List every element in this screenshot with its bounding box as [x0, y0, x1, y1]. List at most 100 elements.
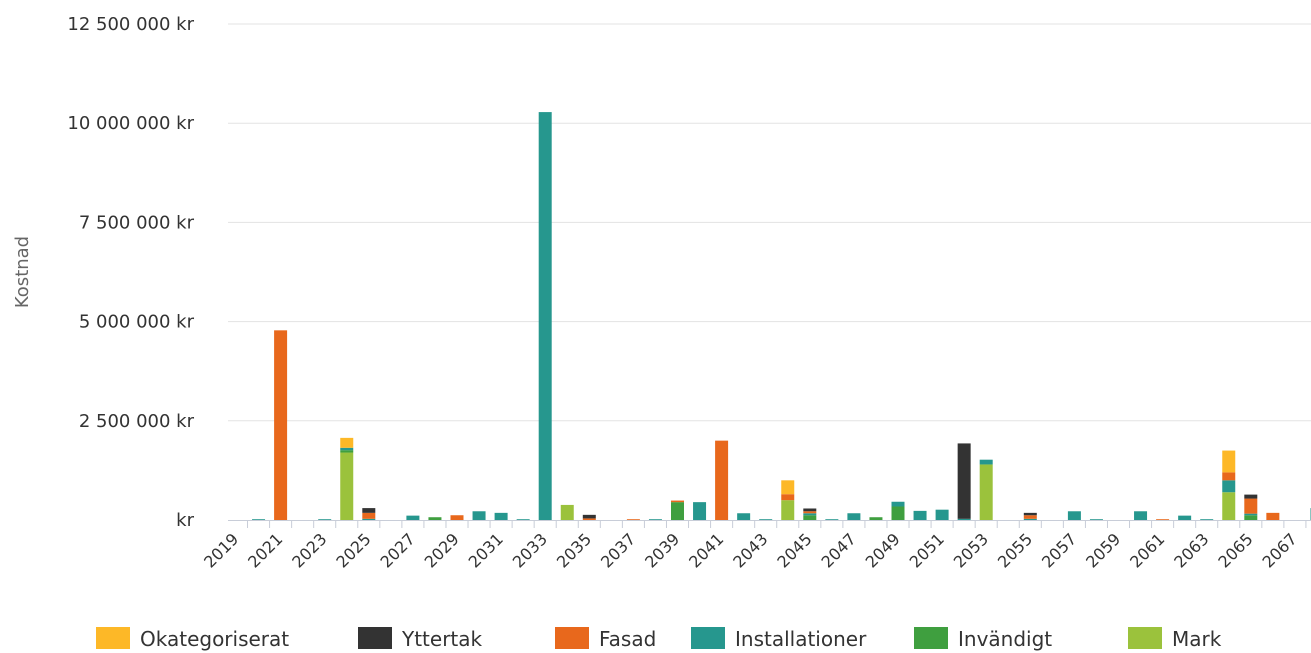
y-tick-label: 7 500 000 kr — [79, 212, 195, 233]
bar-segment — [318, 519, 332, 521]
bar-segment — [428, 517, 442, 520]
bar-segment — [252, 519, 266, 521]
bar-segment — [803, 508, 817, 512]
bar-segment — [891, 506, 905, 520]
bar-segment — [979, 459, 993, 465]
x-tick-label: 2063 — [1170, 529, 1212, 571]
bar-segment — [715, 440, 729, 520]
bar-segment — [582, 518, 596, 520]
y-axis-tick-labels: kr 2 500 000 kr 5 000 000 kr 7 500 000 kr 10… — [67, 14, 194, 531]
y-tick-label: 5 000 000 kr — [79, 312, 195, 333]
x-tick-label: 2053 — [950, 529, 992, 571]
x-tick-label: 2067 — [1259, 529, 1301, 571]
bar-segment — [340, 452, 354, 520]
bar-segment — [825, 519, 839, 521]
bar-segment — [582, 514, 596, 519]
bar-segment — [538, 112, 552, 520]
x-tick-label: 2035 — [553, 529, 595, 571]
legend-swatch — [1128, 627, 1162, 649]
bar-segment — [1222, 480, 1236, 493]
legend-swatch — [555, 627, 589, 649]
bar-segment — [1156, 519, 1170, 521]
bar-segment — [1244, 494, 1258, 499]
y-axis-title: Kostnad — [12, 236, 33, 308]
x-tick-label: 2019 — [200, 529, 242, 571]
x-tick-label: 2049 — [862, 529, 904, 571]
x-tick-label: 2047 — [818, 529, 860, 571]
bar-segment — [1244, 498, 1258, 514]
x-tick-label: 2043 — [729, 529, 771, 571]
bar-segment — [913, 510, 927, 520]
x-tick-label: 2033 — [509, 529, 551, 571]
bar-segment — [516, 519, 530, 521]
bar-segment — [803, 511, 817, 514]
bar-segment — [1244, 515, 1258, 520]
bar-segment — [1023, 515, 1037, 519]
bar-segment — [737, 513, 751, 520]
x-tick-label: 2021 — [244, 529, 286, 571]
bar-segment — [957, 443, 971, 519]
y-tick-label: 10 000 000 kr — [67, 113, 194, 134]
x-tick-label: 2061 — [1126, 529, 1168, 571]
bar-segment — [671, 500, 684, 503]
bar-segment — [406, 515, 420, 520]
x-tick-label: 2039 — [641, 529, 683, 571]
legend-label: Fasad — [599, 627, 656, 651]
bar-segment — [648, 519, 662, 521]
bar-segment — [1134, 511, 1148, 520]
bar-segment — [781, 500, 795, 520]
legend: Okategoriserat Yttertak Fasad Installatione… — [96, 627, 1222, 651]
bars — [252, 112, 1311, 521]
bar-segment — [759, 519, 773, 521]
x-tick-label: 2037 — [597, 529, 639, 571]
bar-segment — [494, 512, 508, 520]
x-tick-label: 2027 — [377, 529, 419, 571]
x-tick-label: 2059 — [1082, 529, 1124, 571]
x-tick-label: 2031 — [465, 529, 507, 571]
bar-segment — [891, 501, 905, 507]
bar-segment — [935, 509, 949, 520]
bar-segment — [340, 447, 354, 451]
bar-segment — [847, 513, 861, 520]
bar-segment — [1178, 515, 1192, 520]
legend-label: Okategoriserat — [140, 627, 289, 651]
legend-label: Mark — [1172, 627, 1222, 651]
x-axis — [228, 520, 1311, 528]
y-tick-label: kr — [176, 510, 194, 531]
x-tick-label: 2045 — [773, 529, 815, 571]
bar-segment — [1222, 450, 1236, 473]
bar-segment — [362, 508, 376, 513]
legend-swatch — [691, 627, 725, 649]
legend-swatch — [96, 627, 130, 649]
x-axis-tick-labels: 2019 2021 2023 2025 2027 2029 2031 2033 2035 2037… — [200, 529, 1301, 571]
x-tick-label: 2065 — [1214, 529, 1256, 571]
bar-segment — [693, 502, 707, 520]
bar-segment — [450, 515, 464, 520]
x-tick-label: 2029 — [421, 529, 463, 571]
bar-segment — [803, 513, 817, 516]
bar-segment — [781, 494, 795, 501]
x-tick-label: 2041 — [685, 529, 727, 571]
bar-segment — [1089, 519, 1103, 521]
bar-segment — [781, 480, 795, 495]
bar-segment — [671, 502, 684, 520]
legend-label: Installationer — [735, 627, 867, 651]
bar-segment — [957, 518, 971, 520]
x-tick-label: 2057 — [1038, 529, 1080, 571]
bar-segment — [979, 464, 993, 520]
legend-swatch — [358, 627, 392, 649]
x-tick-label: 2051 — [906, 529, 948, 571]
bar-segment — [340, 437, 354, 448]
x-tick-label: 2023 — [288, 529, 330, 571]
bar-segment — [560, 504, 574, 520]
bar-segment — [1222, 472, 1236, 481]
bar-segment — [869, 517, 883, 520]
bar-segment — [362, 512, 376, 519]
grid-lines — [228, 23, 1311, 422]
bar-segment — [340, 450, 354, 453]
bar-segment — [1222, 492, 1236, 520]
bar-segment — [362, 518, 376, 520]
x-tick-label: 2055 — [994, 529, 1036, 571]
legend-label: Yttertak — [401, 627, 483, 651]
